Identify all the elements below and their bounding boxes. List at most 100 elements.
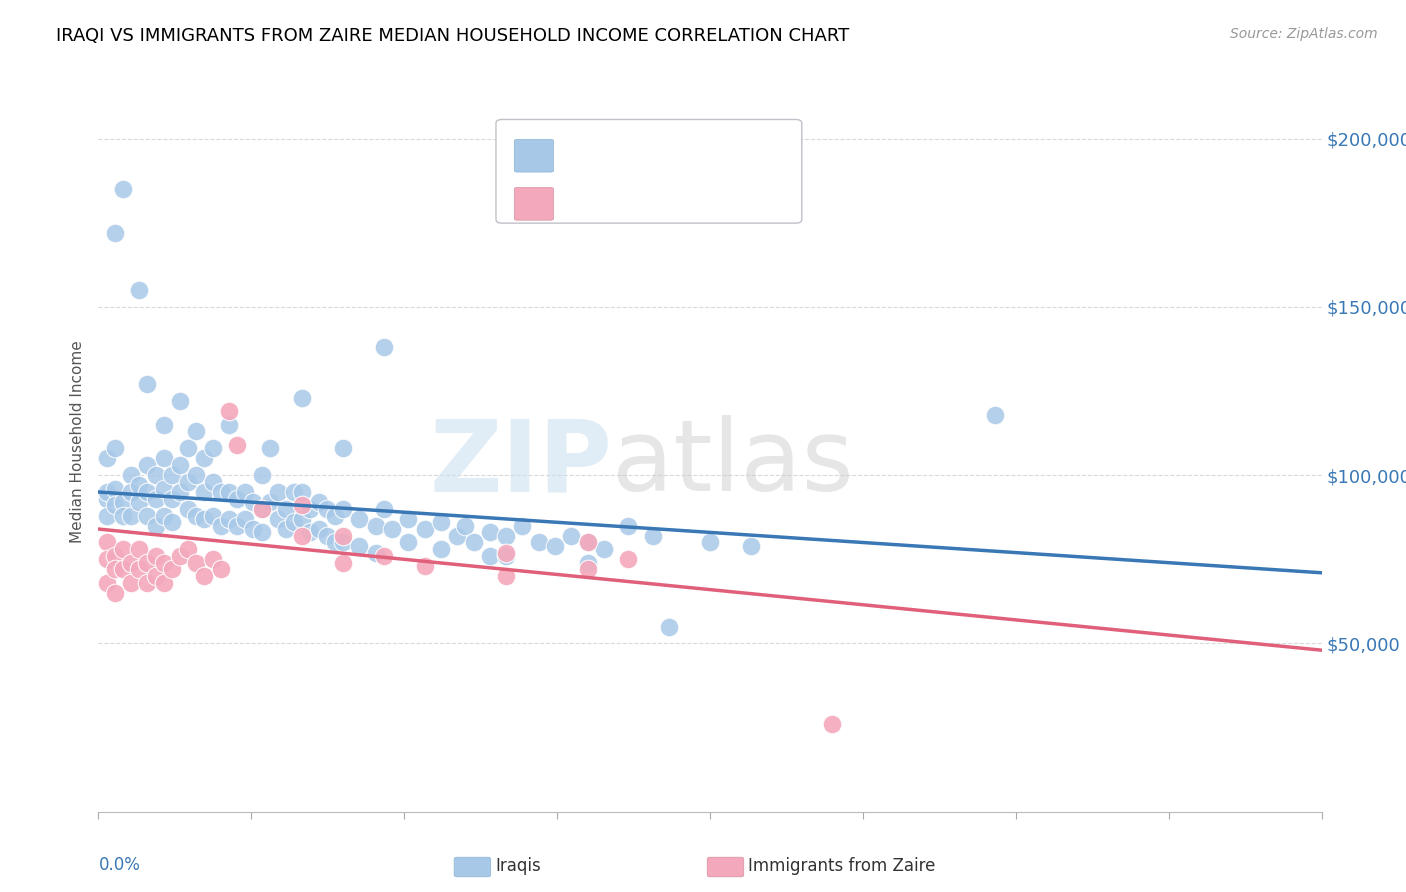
Point [136, 485, 159, 500]
Point [111, 562, 134, 576]
Point [201, 475, 224, 489]
Text: R =: R = [565, 191, 602, 210]
Text: -0.145: -0.145 [617, 143, 676, 161]
Point [145, 468, 167, 483]
Point [332, 529, 354, 543]
Point [283, 516, 305, 530]
Point [96, 485, 118, 500]
Point [186, 508, 208, 523]
Point [136, 575, 159, 590]
Point [136, 377, 159, 392]
Point [226, 518, 249, 533]
Point [209, 518, 232, 533]
Point [96, 575, 118, 590]
Point [177, 442, 200, 456]
Point [373, 501, 395, 516]
Point [323, 535, 346, 549]
Point [242, 495, 264, 509]
Point [201, 442, 224, 456]
Point [96, 451, 118, 466]
Point [193, 485, 215, 500]
Point [364, 546, 387, 560]
Point [128, 283, 150, 297]
Point [152, 417, 174, 432]
Point [152, 556, 174, 570]
Point [576, 535, 599, 549]
Point [373, 340, 395, 354]
Point [593, 542, 616, 557]
Point [169, 394, 191, 409]
Point [193, 451, 215, 466]
Point [446, 529, 468, 543]
Point [152, 575, 174, 590]
Point [332, 501, 354, 516]
Point [332, 442, 354, 456]
Point [209, 485, 232, 500]
Point [291, 529, 314, 543]
Text: 0.0%: 0.0% [98, 856, 141, 874]
Point [111, 182, 134, 196]
Point [145, 569, 167, 583]
Point [104, 442, 127, 456]
Point [699, 535, 721, 549]
Point [177, 501, 200, 516]
Text: 28: 28 [747, 191, 776, 210]
Point [259, 495, 281, 509]
Point [315, 501, 337, 516]
Point [544, 539, 567, 553]
Point [308, 495, 330, 509]
Point [495, 549, 517, 563]
Point [152, 508, 174, 523]
Point [454, 518, 477, 533]
Point [527, 535, 550, 549]
Point [430, 516, 453, 530]
Point [120, 556, 142, 570]
Point [169, 458, 191, 472]
Point [186, 468, 208, 483]
Point [512, 518, 534, 533]
Point [104, 586, 127, 600]
Point [267, 512, 290, 526]
FancyBboxPatch shape [515, 139, 554, 172]
Point [332, 535, 354, 549]
Point [218, 512, 240, 526]
Text: ZIP: ZIP [429, 416, 612, 512]
Point [658, 619, 681, 633]
Point [430, 542, 453, 557]
Text: Immigrants from Zaire: Immigrants from Zaire [748, 857, 935, 875]
Point [186, 425, 208, 439]
Point [233, 512, 256, 526]
Point [111, 495, 134, 509]
Point [128, 495, 150, 509]
Point [641, 529, 664, 543]
Text: N =: N = [695, 143, 731, 161]
Point [111, 508, 134, 523]
Point [291, 485, 314, 500]
Point [136, 508, 159, 523]
Point [617, 518, 640, 533]
Point [169, 485, 191, 500]
Point [242, 522, 264, 536]
Point [177, 475, 200, 489]
Point [218, 485, 240, 500]
Point [299, 525, 322, 540]
Point [250, 501, 273, 516]
Point [128, 478, 150, 492]
Point [226, 491, 249, 506]
Point [576, 562, 599, 576]
Point [364, 518, 387, 533]
Point [495, 546, 517, 560]
Point [283, 485, 305, 500]
Point [160, 468, 183, 483]
Y-axis label: Median Household Income: Median Household Income [69, 340, 84, 543]
Point [145, 549, 167, 563]
Point [120, 575, 142, 590]
Point [128, 542, 150, 557]
Point [160, 516, 183, 530]
Point [250, 525, 273, 540]
Point [291, 391, 314, 405]
Point [576, 535, 599, 549]
Point [396, 535, 419, 549]
Text: R =: R = [565, 143, 602, 161]
Text: IRAQI VS IMMIGRANTS FROM ZAIRE MEDIAN HOUSEHOLD INCOME CORRELATION CHART: IRAQI VS IMMIGRANTS FROM ZAIRE MEDIAN HO… [56, 27, 849, 45]
